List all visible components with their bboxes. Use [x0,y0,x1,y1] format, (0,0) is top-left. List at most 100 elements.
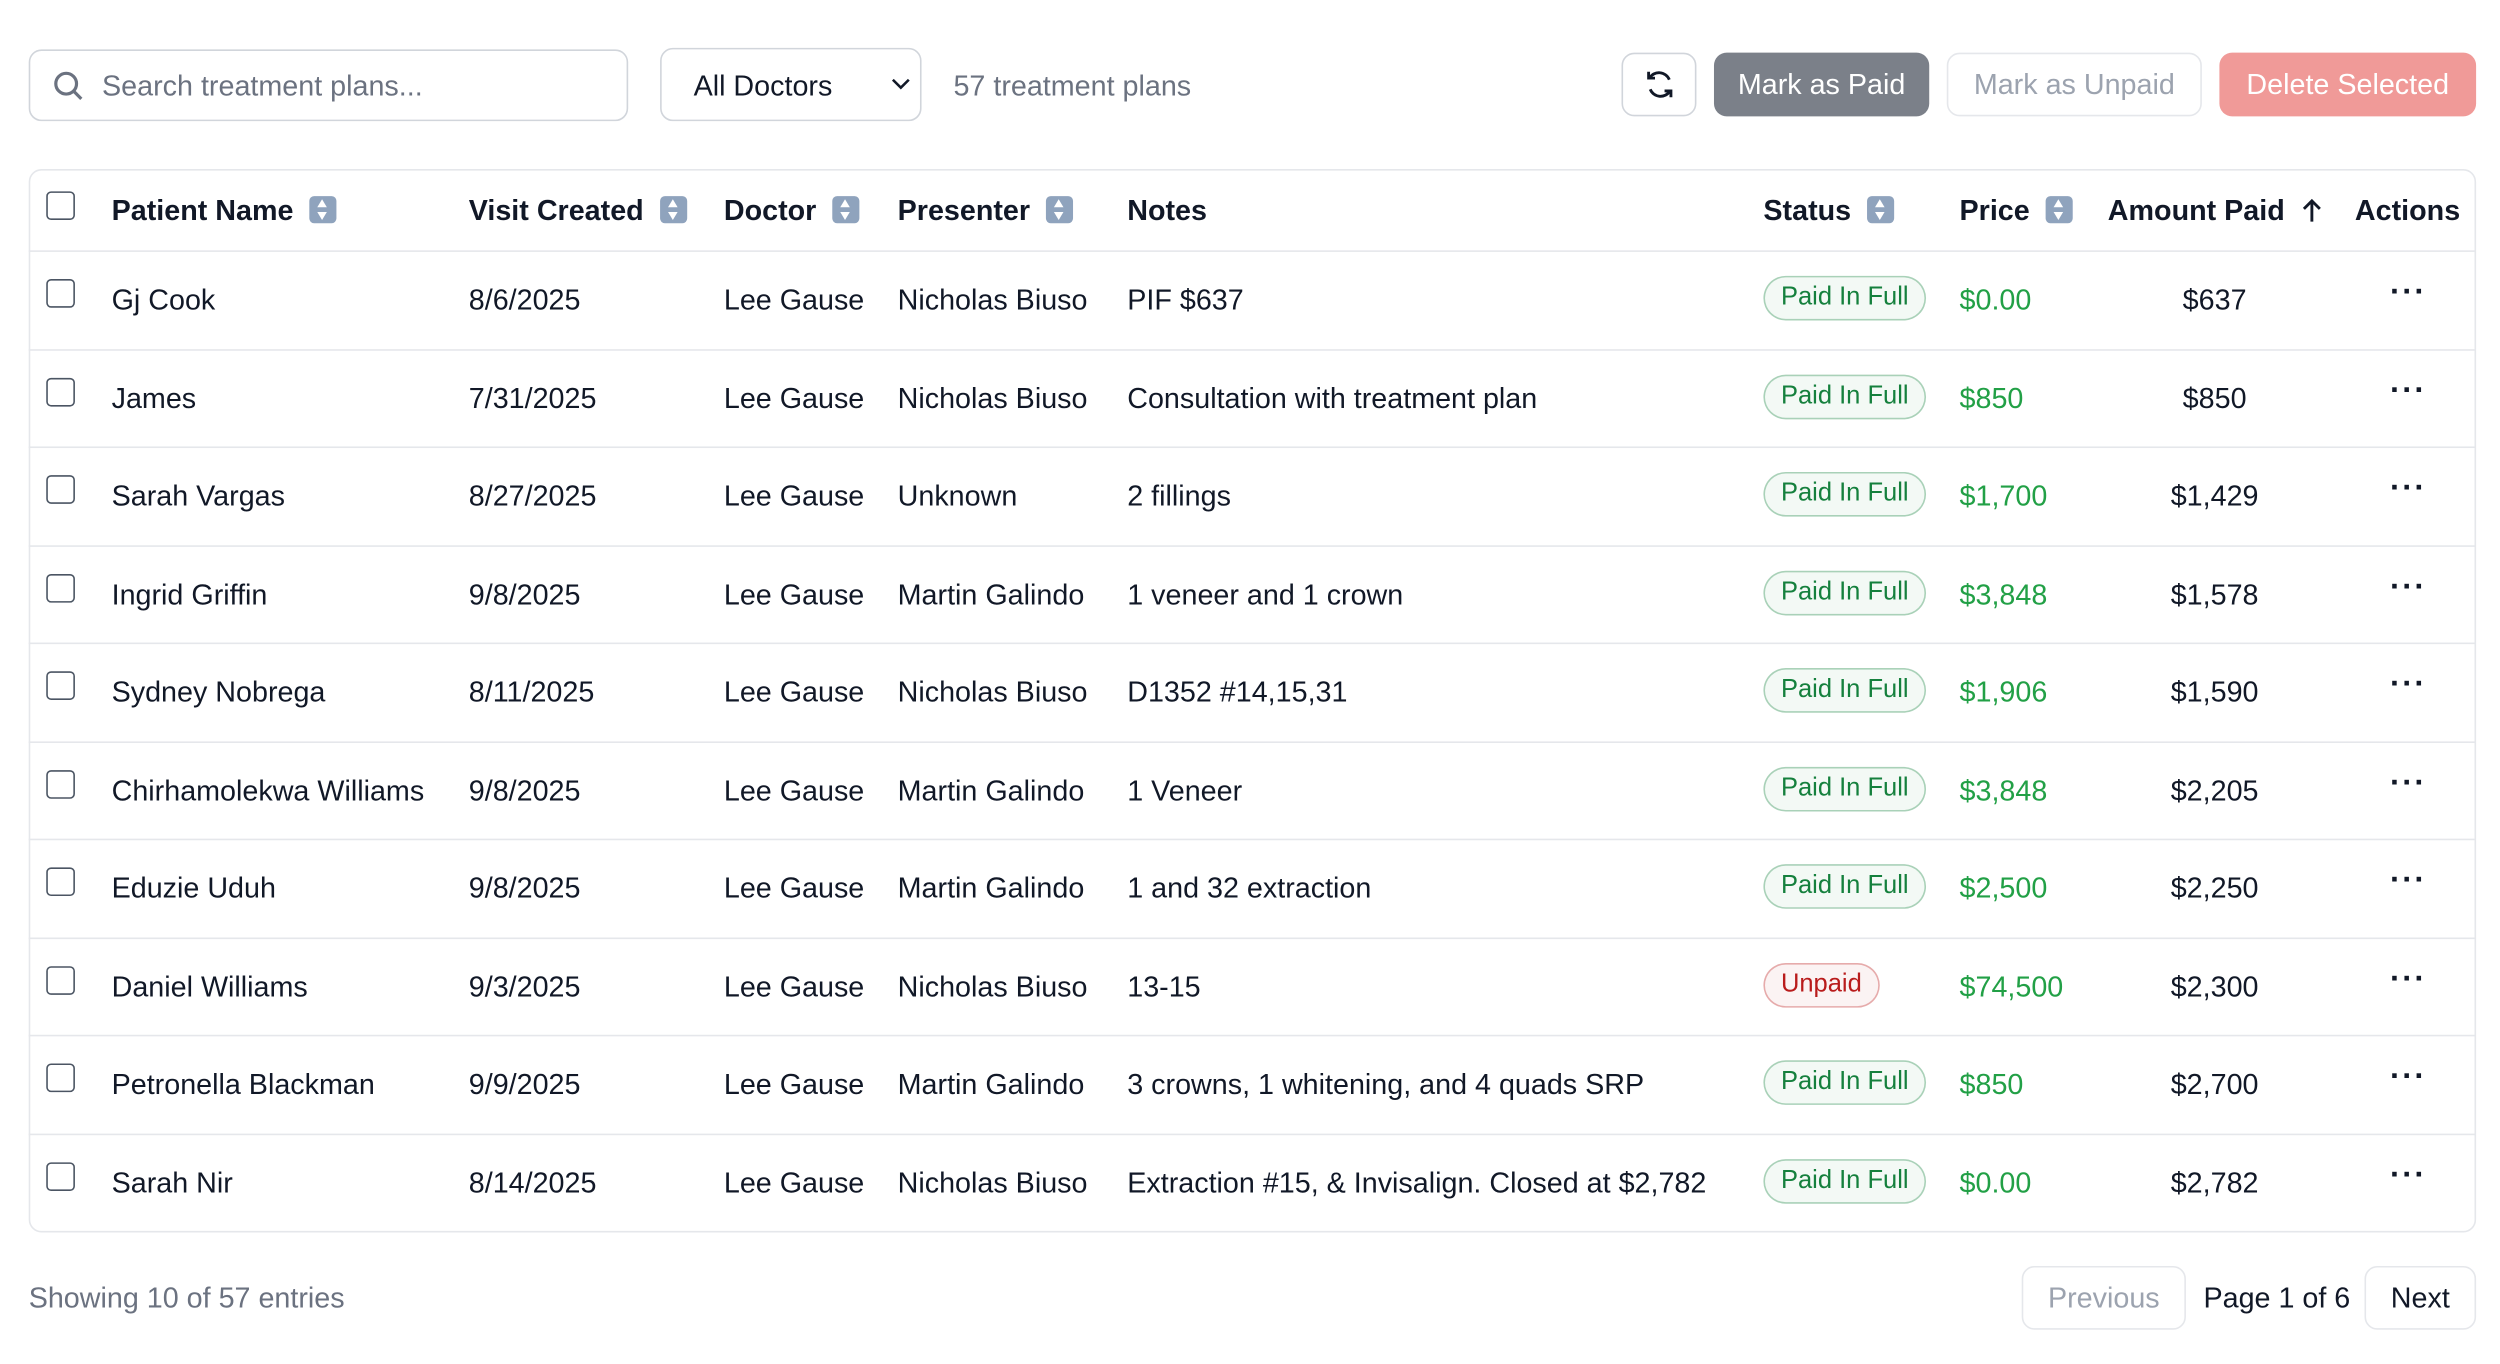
header-text: Doctor [723,194,817,227]
row-checkbox[interactable] [46,279,75,308]
status-badge: Paid In Full [1763,864,1927,909]
cell-text: 9/8/2025 [468,577,581,610]
row-checkbox[interactable] [46,1063,75,1093]
table [28,169,2477,1233]
row-checkbox[interactable] [46,573,75,602]
cell-text: Martin Galindo [897,577,1085,610]
amount-paid: $637 [2182,283,2247,316]
column-header[interactable]: Presenter [898,193,1074,228]
cell-text: Lee Gause [723,381,865,414]
cell-text: Sarah Nir [111,1166,233,1199]
status-badge: Paid In Full [1763,569,1927,615]
cell-text: PIF $637 [1127,283,1244,316]
cell-text: 1 veneer and 1 crown [1127,577,1404,610]
row-checkbox[interactable] [46,1161,75,1191]
column-header: Notes [1127,193,1207,228]
row-checkbox[interactable] [46,769,75,798]
column-header[interactable]: Patient Name [112,193,337,228]
cell-text: Nicholas Biuso [897,381,1088,414]
amount-paid: $2,250 [2170,872,2259,905]
previous-button[interactable]: Previous [2021,1265,2186,1330]
header-text: Notes [1127,194,1207,227]
cell-text: Chirhamolekwa Williams [111,774,425,806]
row-divider [28,1034,2475,1037]
cell-text: Martin Galindo [897,872,1085,905]
actions-menu[interactable]: ··· [2390,274,2427,310]
search-box[interactable]: Search treatment plans... [28,49,629,122]
cell-text: Lee Gause [723,970,865,1003]
cell-text: Lee Gause [723,577,865,610]
refresh-button[interactable] [1621,52,1697,117]
cell-text: 8/11/2025 [468,676,595,708]
cell-text: Consultation with treatment plan [1127,381,1538,414]
cell-text: 9/3/2025 [468,970,581,1003]
actions-menu[interactable]: ··· [2390,960,2427,996]
delete-button[interactable]: Delete Selected [2219,52,2477,117]
select-all-checkbox[interactable] [46,191,75,221]
actions-menu[interactable]: ··· [2390,372,2427,408]
cell-text: 8/6/2025 [468,283,581,316]
header-text: Patient Name [111,194,294,227]
cell-text: D1352 #14,15,31 [1127,676,1348,708]
row-divider [28,936,2475,939]
cell-text: Petronella Blackman [111,1068,375,1101]
amount-paid: $2,700 [2170,1068,2259,1101]
cell-text: 9/9/2025 [468,1068,581,1101]
row-checkbox[interactable] [46,475,75,504]
cell-text: Nicholas Biuso [897,283,1088,316]
row-divider [28,544,2475,547]
cell-text: Unknown [897,479,1018,512]
column-header[interactable]: Status [1763,193,1895,228]
cell-text: 13-15 [1127,970,1201,1003]
price: $1,906 [1959,676,2048,708]
cell-text: 1 Veneer [1127,774,1243,806]
chevron [891,78,910,90]
cell-text: Lee Gause [723,479,865,512]
actions-menu[interactable]: ··· [2390,1156,2427,1192]
row-checkbox[interactable] [46,965,75,995]
doctor-filter: All Doctors [693,70,833,103]
cell-text: Lee Gause [723,1068,865,1101]
search-icon [54,71,83,100]
actions-menu[interactable]: ··· [2390,470,2427,506]
header-text: Visit Created [468,194,644,227]
actions-menu[interactable]: ··· [2390,666,2427,702]
amount-paid: $2,300 [2170,970,2259,1003]
cell-text: Lee Gause [723,1166,865,1199]
plan-count: 57 treatment plans [953,70,1192,103]
mark-paid-button[interactable]: Mark as Paid [1713,52,1930,117]
sort-icon [832,196,860,224]
cell-text: Nicholas Biuso [897,970,1088,1003]
column-header[interactable]: Amount Paid [2108,193,2323,228]
actions-menu[interactable]: ··· [2390,568,2427,604]
cell-text: Nicholas Biuso [897,1166,1088,1199]
cell-text: 9/8/2025 [468,774,581,806]
next-button[interactable]: Next [2364,1265,2477,1330]
header-divider [28,250,2475,252]
cell-text: 2 fillings [1127,479,1231,512]
cell-text: Lee Gause [723,872,865,905]
row-checkbox[interactable] [46,377,75,406]
column-header[interactable]: Visit Created [469,193,687,228]
column-header[interactable]: Doctor [724,193,860,228]
cell-text: Lee Gause [723,676,865,708]
price: $3,848 [1959,774,2048,806]
cell-text: Extraction #15, & Invisalign. Closed at … [1127,1166,1707,1199]
actions-menu[interactable]: ··· [2390,764,2427,800]
column-header: Actions [2355,193,2460,228]
row-checkbox[interactable] [46,867,75,897]
status-badge: Unpaid [1763,962,1880,1007]
actions-menu[interactable]: ··· [2390,862,2427,898]
sort-icon [659,196,687,224]
row-checkbox[interactable] [46,671,75,700]
column-header[interactable]: Price [1960,193,2073,228]
row-divider [28,348,2475,350]
header-text: Actions [2354,194,2461,227]
amount-paid: $1,578 [2170,577,2259,610]
doctor-select[interactable]: All Doctors [660,47,922,122]
price: $1,700 [1959,479,2048,512]
actions-menu[interactable]: ··· [2390,1058,2427,1094]
showing-text: Showing 10 of 57 entries [28,1281,345,1314]
mark-unpaid-button[interactable]: Mark as Unpaid [1946,52,2202,117]
